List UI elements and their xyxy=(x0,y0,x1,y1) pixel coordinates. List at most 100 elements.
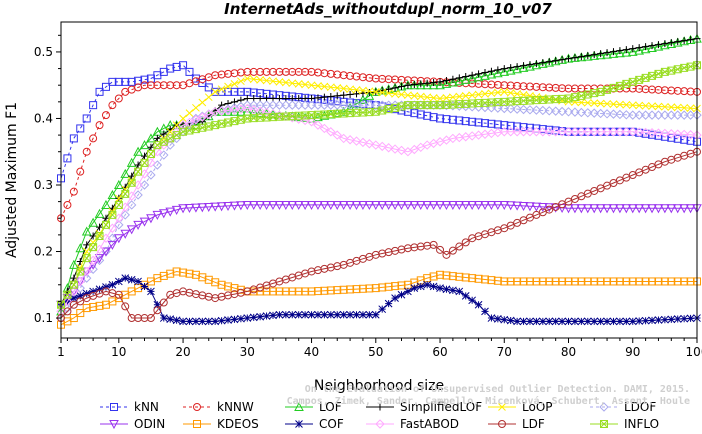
data-point-lof xyxy=(139,140,150,150)
data-point-knnw xyxy=(281,67,290,76)
data-point-odin xyxy=(94,254,105,264)
data-point-loop xyxy=(449,93,457,102)
data-point-knnw xyxy=(673,86,682,95)
data-point-lof xyxy=(69,259,79,269)
data-point-knn xyxy=(513,122,522,131)
data-point-inflo xyxy=(134,167,143,176)
data-point-kdeos xyxy=(448,272,457,281)
data-point-fastabod xyxy=(563,127,574,137)
data-point-lof xyxy=(647,42,657,52)
data-point-fastabod xyxy=(512,127,522,137)
data-point-inflo xyxy=(635,75,644,84)
data-point-odin xyxy=(287,200,298,211)
data-point-ldof xyxy=(679,110,689,120)
data-point-lof xyxy=(473,72,484,82)
data-point-loop xyxy=(314,82,322,90)
data-point-cof xyxy=(500,315,509,324)
data-point-cof xyxy=(603,317,611,326)
legend-label: LDOF xyxy=(624,400,656,414)
series-kdeos xyxy=(57,267,701,329)
data-point-kdeos xyxy=(326,286,335,295)
data-point-fastabod xyxy=(602,127,612,137)
data-point-cof xyxy=(673,315,682,323)
data-point-ldof xyxy=(114,220,124,230)
data-point-loop xyxy=(603,99,611,108)
data-point-kdeos xyxy=(500,277,509,286)
data-point-simplifiedlof xyxy=(423,79,431,87)
data-point-ldof xyxy=(139,180,150,190)
data-point-fastabod xyxy=(550,127,561,137)
data-point-kdeos xyxy=(294,287,303,296)
data-point-cof xyxy=(224,316,232,324)
data-point-knnw xyxy=(525,82,534,91)
data-point-lof xyxy=(332,108,343,118)
data-point-ldof xyxy=(313,100,323,110)
credit-line-1: On the Evaluation of Unsupervised Outlie… xyxy=(305,383,690,395)
data-point-odin xyxy=(313,200,323,211)
data-point-simplifiedlof xyxy=(584,52,592,60)
data-point-ldf xyxy=(146,314,155,323)
data-point-loop xyxy=(654,102,663,111)
data-point-inflo xyxy=(204,122,213,131)
data-point-inflo xyxy=(628,77,637,86)
data-point-cof xyxy=(281,310,290,319)
data-point-odin xyxy=(377,200,388,211)
data-point-inflo xyxy=(114,200,123,209)
data-point-knn xyxy=(442,115,451,124)
data-point-simplifiedlof xyxy=(487,67,495,75)
data-point-knnw xyxy=(481,80,489,89)
data-point-kdeos xyxy=(82,304,91,313)
data-point-loop xyxy=(192,103,200,112)
data-point-loop xyxy=(217,85,226,94)
data-point-odin xyxy=(505,201,516,211)
data-point-cof xyxy=(487,314,496,322)
data-point-kdeos xyxy=(179,268,188,277)
data-point-odin xyxy=(480,200,490,211)
data-point-loop xyxy=(436,94,444,103)
data-point-cof xyxy=(628,317,637,326)
data-point-ldof xyxy=(615,109,625,120)
y-tick-label: 0.1 xyxy=(34,311,53,325)
data-point-cof xyxy=(686,314,695,323)
data-point-knn xyxy=(121,77,130,86)
data-point-knn xyxy=(95,87,104,96)
data-point-cof xyxy=(127,275,136,284)
data-point-ldf xyxy=(69,300,78,309)
data-point-knnw xyxy=(140,81,149,90)
data-point-knnw xyxy=(384,75,393,84)
data-point-inflo xyxy=(622,79,631,88)
data-point-cof xyxy=(179,317,187,326)
data-point-cof xyxy=(159,314,168,322)
data-point-fastabod xyxy=(75,276,85,287)
data-point-simplifiedlof xyxy=(603,49,611,57)
data-point-knnw xyxy=(378,74,387,83)
data-point-kdeos xyxy=(590,277,599,286)
data-point-odin xyxy=(274,200,285,211)
data-point-ldf xyxy=(448,246,457,255)
data-point-knnw xyxy=(256,67,265,76)
data-point-knn xyxy=(525,123,534,132)
data-point-loop xyxy=(506,88,515,97)
data-point-ldof xyxy=(673,110,683,120)
data-point-odin xyxy=(525,202,535,212)
data-point-odin xyxy=(146,214,156,224)
data-point-odin xyxy=(101,247,111,257)
data-point-cof xyxy=(294,310,303,319)
data-point-cof xyxy=(635,317,644,325)
legend-item-ldf: LDF xyxy=(488,417,545,431)
data-point-loop xyxy=(423,93,432,102)
data-point-cof xyxy=(230,315,239,324)
data-point-knn xyxy=(191,74,200,83)
data-point-inflo xyxy=(69,280,78,289)
data-point-kdeos xyxy=(320,286,329,295)
data-point-odin xyxy=(338,200,349,211)
data-point-knn xyxy=(140,75,149,84)
data-point-fastabod xyxy=(634,127,644,137)
data-point-odin xyxy=(512,201,522,211)
x-tick-label: 40 xyxy=(304,345,319,359)
data-point-simplifiedlof xyxy=(160,130,168,138)
legend-marker xyxy=(109,420,119,430)
data-point-simplifiedlof xyxy=(102,214,110,222)
data-point-knn xyxy=(673,134,682,143)
